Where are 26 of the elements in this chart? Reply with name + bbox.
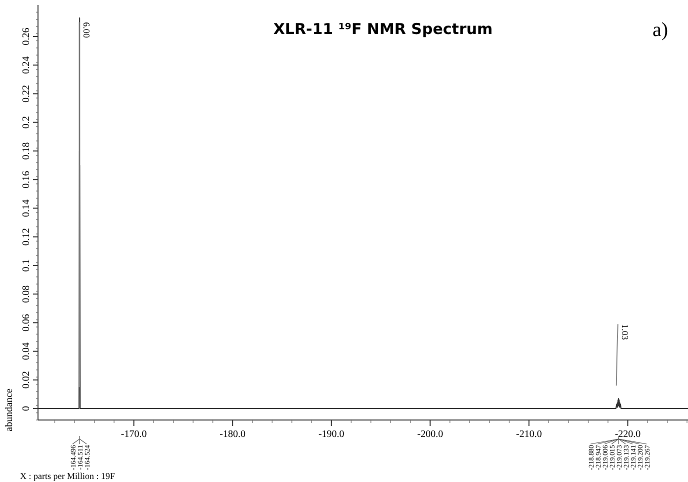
x-tick-label: -190.0 [318, 429, 344, 440]
x-tick-label: -180.0 [220, 429, 246, 440]
annotation: a) [652, 19, 668, 41]
y-tick-label: 0.22 [21, 84, 32, 102]
x-axis-title: X : parts per Million : 19F [20, 471, 115, 481]
y-tick-label: 0.06 [21, 314, 32, 332]
x-tick-label: -170.0 [120, 429, 147, 440]
x-tick-label: -200.0 [417, 429, 444, 440]
y-tick-label: 0.24 [21, 56, 32, 74]
y-tick-label: 0.04 [21, 342, 32, 360]
y-tick-label: 0 [21, 406, 32, 412]
y-tick-label: 0.12 [21, 228, 32, 246]
y-tick-label: 0.08 [21, 285, 32, 303]
y-tick-label: 0.02 [21, 371, 32, 389]
text: XLR-11 ¹⁹F NMR Spectrum [273, 20, 493, 38]
y-tick-label: 0.18 [21, 142, 32, 160]
annotation: 6.00 [81, 22, 92, 38]
annotation: 1.03 [620, 324, 630, 340]
y-tick-label: 0.2 [21, 116, 32, 129]
x-tick-label: -210.0 [516, 429, 542, 440]
y-tick-label: 0.26 [21, 28, 32, 46]
y-tick-label: 0.1 [21, 259, 32, 272]
y-axis-title: abundance [4, 388, 15, 432]
y-tick-label: 0.16 [21, 170, 32, 188]
y-tick-label: 0.14 [21, 199, 32, 217]
x-tick-label: -220.0 [614, 429, 641, 440]
